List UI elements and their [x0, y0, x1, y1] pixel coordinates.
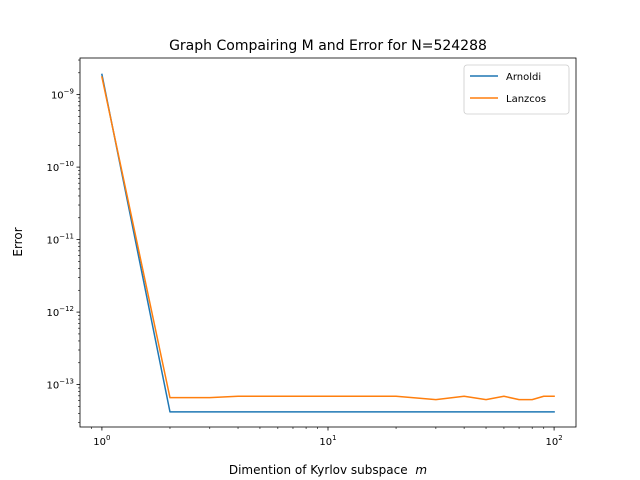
x-tick-label: 101	[319, 434, 336, 448]
legend: Arnoldi Lanzcos	[463, 64, 570, 115]
x-axis-label-text: Dimention of Kyrlov subspace	[229, 463, 408, 477]
y-axis-ticks: 10−9 10−10 10−11 10−12 10−13	[46, 59, 80, 423]
chart-title: Graph Compairing M and Error for N=52428…	[169, 38, 487, 54]
legend-label-arnoldi: Arnoldi	[506, 72, 541, 83]
x-axis-label: Dimention of Kyrlov subspace m	[229, 463, 427, 477]
y-tick-label: 10−12	[46, 305, 74, 319]
x-tick-label: 100	[93, 434, 110, 448]
y-tick-label: 10−9	[51, 88, 74, 102]
y-axis-label: Error	[11, 227, 25, 256]
plot-series	[101, 73, 555, 413]
x-tick-label: 102	[545, 434, 562, 448]
legend-label-lanzcos: Lanzcos	[506, 94, 546, 105]
series-line-lanzcos	[101, 76, 555, 401]
x-axis-label-math: m	[415, 463, 427, 477]
x-axis-ticks: 100 101 102	[91, 427, 563, 448]
y-tick-label: 10−10	[46, 160, 74, 174]
y-tick-label: 10−13	[46, 378, 74, 392]
legend-box	[463, 64, 570, 115]
y-tick-label: 10−11	[46, 233, 74, 247]
series-line-arnoldi	[101, 73, 555, 413]
